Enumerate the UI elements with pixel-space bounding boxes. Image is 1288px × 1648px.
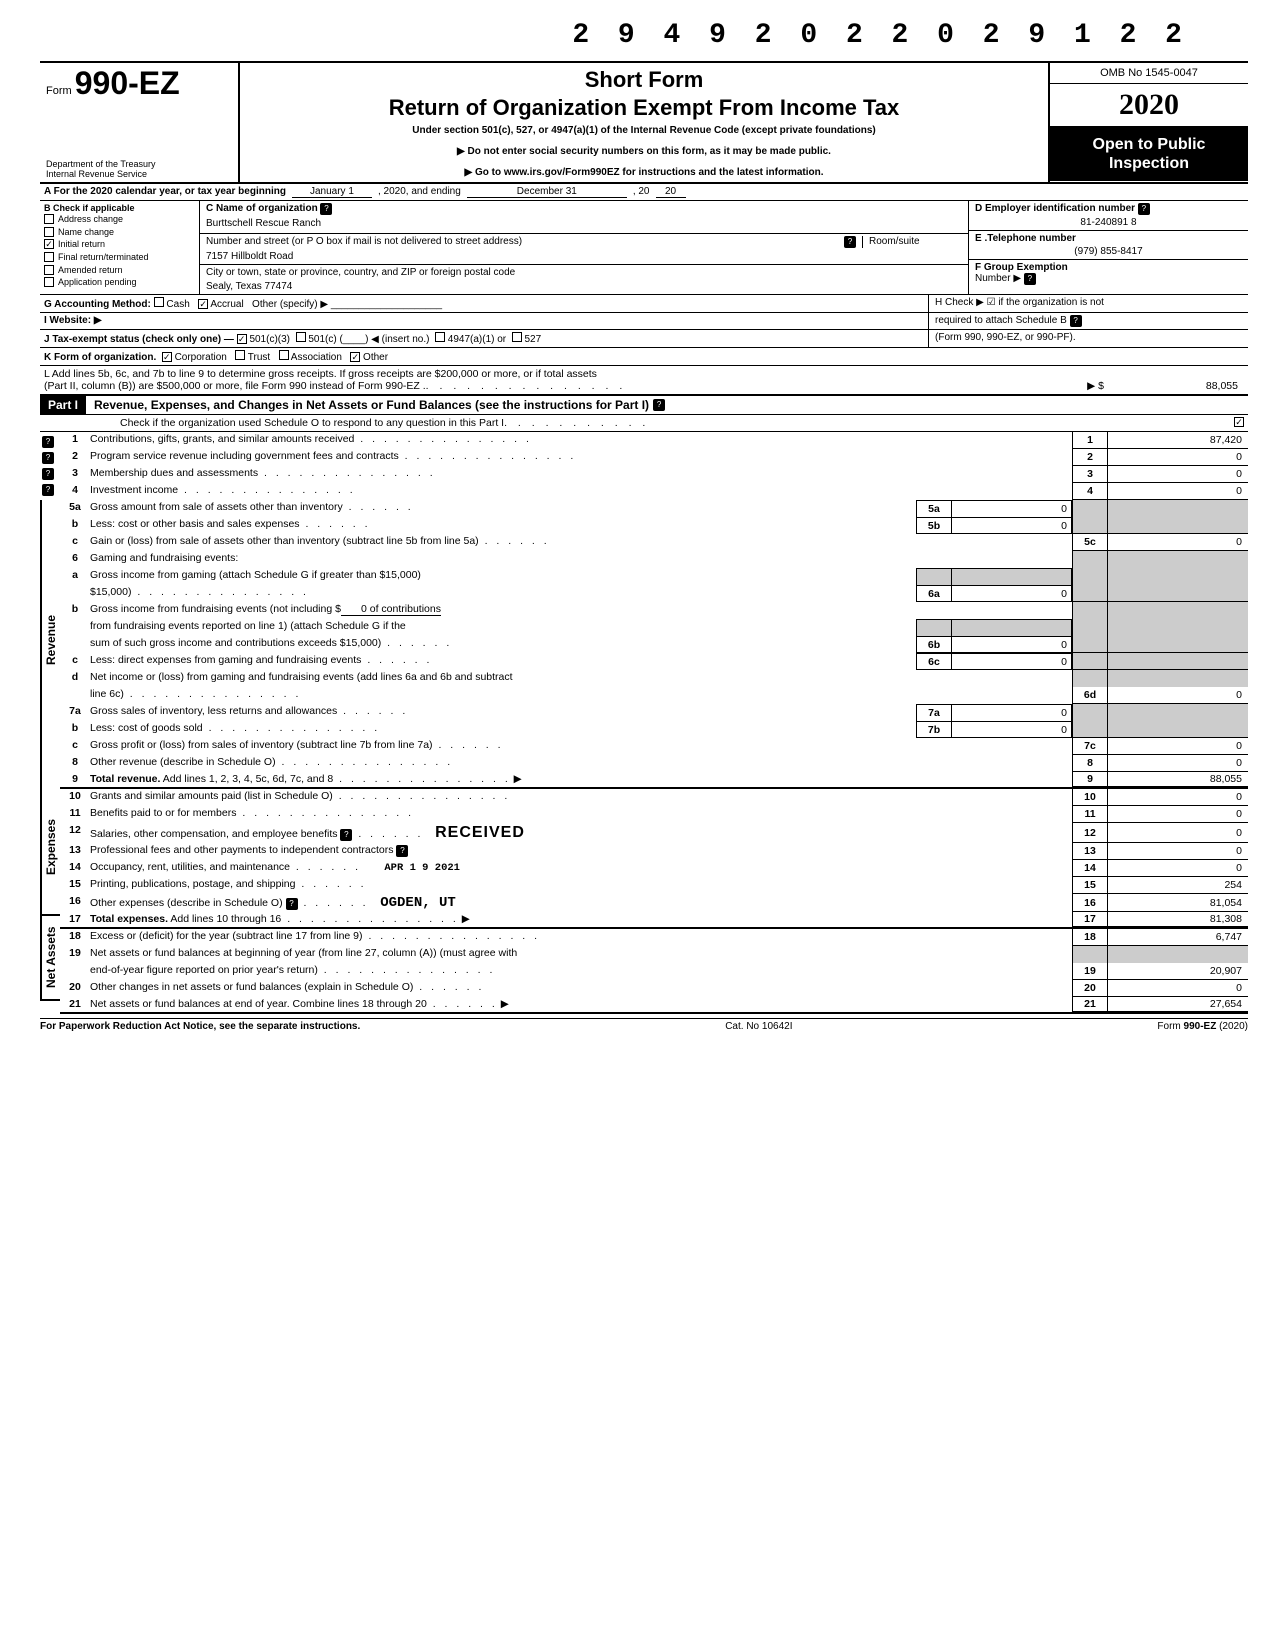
expenses-label: Expenses — [40, 780, 60, 916]
help-icon[interactable]: ? — [42, 484, 54, 496]
line-7a-val: 0 — [952, 704, 1072, 721]
ein: 81-240891 8 — [975, 215, 1242, 228]
help-icon[interactable]: ? — [42, 468, 54, 480]
date-stamp: APR 1 9 2021 — [384, 862, 460, 874]
arrow-line-1: ▶ Do not enter social security numbers o… — [248, 146, 1040, 157]
help-icon[interactable]: ? — [1070, 315, 1082, 327]
line-17-val: 81,308 — [1108, 912, 1248, 927]
line-8-val: 0 — [1108, 755, 1248, 772]
cb-final-return[interactable] — [44, 252, 54, 262]
cb-assoc[interactable] — [279, 350, 289, 360]
arrow-line-2: ▶ Go to www.irs.gov/Form990EZ for instru… — [248, 167, 1040, 178]
year-end-yy: 20 — [656, 186, 686, 198]
header-left: Form 990-EZ Department of the Treasury I… — [40, 63, 240, 182]
help-icon[interactable]: ? — [340, 829, 352, 841]
dept-line2: Internal Revenue Service — [46, 170, 156, 180]
help-icon[interactable]: ? — [320, 203, 332, 215]
cb-initial-return[interactable]: ✓ — [44, 239, 54, 249]
help-icon[interactable]: ? — [1138, 203, 1150, 215]
cb-app-pending[interactable] — [44, 277, 54, 287]
line-1-val: 87,420 — [1108, 432, 1248, 449]
line-11-val: 0 — [1108, 806, 1248, 823]
line-5c-val: 0 — [1108, 534, 1248, 551]
cb-amended[interactable] — [44, 265, 54, 275]
year-end: December 31 — [467, 186, 627, 198]
phone: (979) 855-8417 — [975, 244, 1242, 257]
line-21-val: 27,654 — [1108, 997, 1248, 1012]
line-5b-val: 0 — [952, 517, 1072, 534]
line-19-val: 20,907 — [1108, 963, 1248, 980]
omb-number: OMB No 1545-0047 — [1050, 63, 1248, 84]
col-d-e-f: D Employer identification number ? 81-24… — [968, 201, 1248, 294]
line-7b-val: 0 — [952, 721, 1072, 738]
col-b-checkboxes: B Check if applicable Address change Nam… — [40, 201, 200, 294]
page-footer: For Paperwork Reduction Act Notice, see … — [40, 1018, 1248, 1032]
help-icon[interactable]: ? — [396, 845, 408, 857]
cb-corp[interactable]: ✓ — [162, 352, 172, 362]
cb-cash[interactable] — [154, 297, 164, 307]
cb-501c[interactable] — [296, 332, 306, 342]
line-4-val: 0 — [1108, 483, 1248, 500]
line-16-val: 81,054 — [1108, 894, 1248, 912]
netassets-label: Net Assets — [40, 916, 60, 1001]
form-number: 990-EZ — [75, 65, 180, 101]
year-begin: January 1 — [292, 186, 372, 198]
header-right: OMB No 1545-0047 2020 Open to Public Ins… — [1048, 63, 1248, 182]
cb-other-org[interactable]: ✓ — [350, 352, 360, 362]
revenue-label: Revenue — [40, 500, 60, 780]
line-18-val: 6,747 — [1108, 929, 1248, 946]
header-mid: Short Form Return of Organization Exempt… — [240, 63, 1048, 182]
help-icon[interactable]: ? — [286, 898, 298, 910]
line-20-val: 0 — [1108, 980, 1248, 997]
help-icon[interactable]: ? — [42, 452, 54, 464]
help-icon[interactable]: ? — [844, 236, 856, 248]
tax-year: 2020 — [1050, 84, 1248, 127]
line-9-val: 88,055 — [1108, 772, 1248, 787]
line-6a-val: 0 — [952, 585, 1072, 602]
line-14-val: 0 — [1108, 860, 1248, 877]
cb-trust[interactable] — [235, 350, 245, 360]
open-public-badge: Open to Public Inspection — [1050, 127, 1248, 181]
subtitle: Under section 501(c), 527, or 4947(a)(1)… — [248, 125, 1040, 136]
l-total: 88,055 — [1104, 380, 1244, 392]
line-7c-val: 0 — [1108, 738, 1248, 755]
col-c-address: C Name of organization ? Burttschell Res… — [200, 201, 968, 294]
cb-527[interactable] — [512, 332, 522, 342]
line-5a-val: 0 — [952, 500, 1072, 517]
form-header: Form 990-EZ Department of the Treasury I… — [40, 61, 1248, 184]
line-15-val: 254 — [1108, 877, 1248, 894]
cb-schedule-o[interactable]: ✓ — [1234, 417, 1244, 427]
line-6d-val: 0 — [1108, 687, 1248, 704]
section-b-through-f: B Check if applicable Address change Nam… — [40, 201, 1248, 295]
help-icon[interactable]: ? — [1024, 273, 1036, 285]
line-12-val: 0 — [1108, 823, 1248, 843]
help-icon[interactable]: ? — [42, 436, 54, 448]
city-state-zip: Sealy, Texas 77474 — [206, 278, 962, 292]
line-6c-val: 0 — [952, 653, 1072, 670]
street-address: 7157 Hillboldt Road — [206, 248, 962, 262]
line-2-val: 0 — [1108, 449, 1248, 466]
line-13-val: 0 — [1108, 843, 1248, 860]
location-stamp: OGDEN, UT — [380, 895, 456, 911]
form-prefix: Form — [46, 85, 72, 97]
row-a-tax-year: A For the 2020 calendar year, or tax yea… — [40, 184, 1248, 201]
line-10-val: 0 — [1108, 789, 1248, 806]
line-6b-val: 0 — [952, 636, 1072, 653]
cb-4947[interactable] — [435, 332, 445, 342]
line-3-val: 0 — [1108, 466, 1248, 483]
cb-501c3[interactable]: ✓ — [237, 334, 247, 344]
org-name: Burttschell Rescue Ranch — [206, 215, 962, 229]
part1-body: ? ? ? ? Revenue Expenses Net Assets 1Con… — [40, 432, 1248, 1014]
cb-accrual[interactable]: ✓ — [198, 299, 208, 309]
return-title: Return of Organization Exempt From Incom… — [248, 95, 1040, 121]
cb-address-change[interactable] — [44, 214, 54, 224]
short-form-title: Short Form — [248, 67, 1040, 93]
help-icon[interactable]: ? — [653, 399, 665, 411]
cb-name-change[interactable] — [44, 227, 54, 237]
received-stamp: RECEIVED — [435, 824, 525, 841]
filing-id: 2 9 4 9 2 0 2 2 0 2 9 1 2 2 — [40, 20, 1248, 51]
h-check: H Check ▶ ☑ if the organization is not — [935, 297, 1242, 308]
website-line: I Website: ▶ — [44, 315, 102, 326]
part-1-header: Part I Revenue, Expenses, and Changes in… — [40, 394, 1248, 415]
